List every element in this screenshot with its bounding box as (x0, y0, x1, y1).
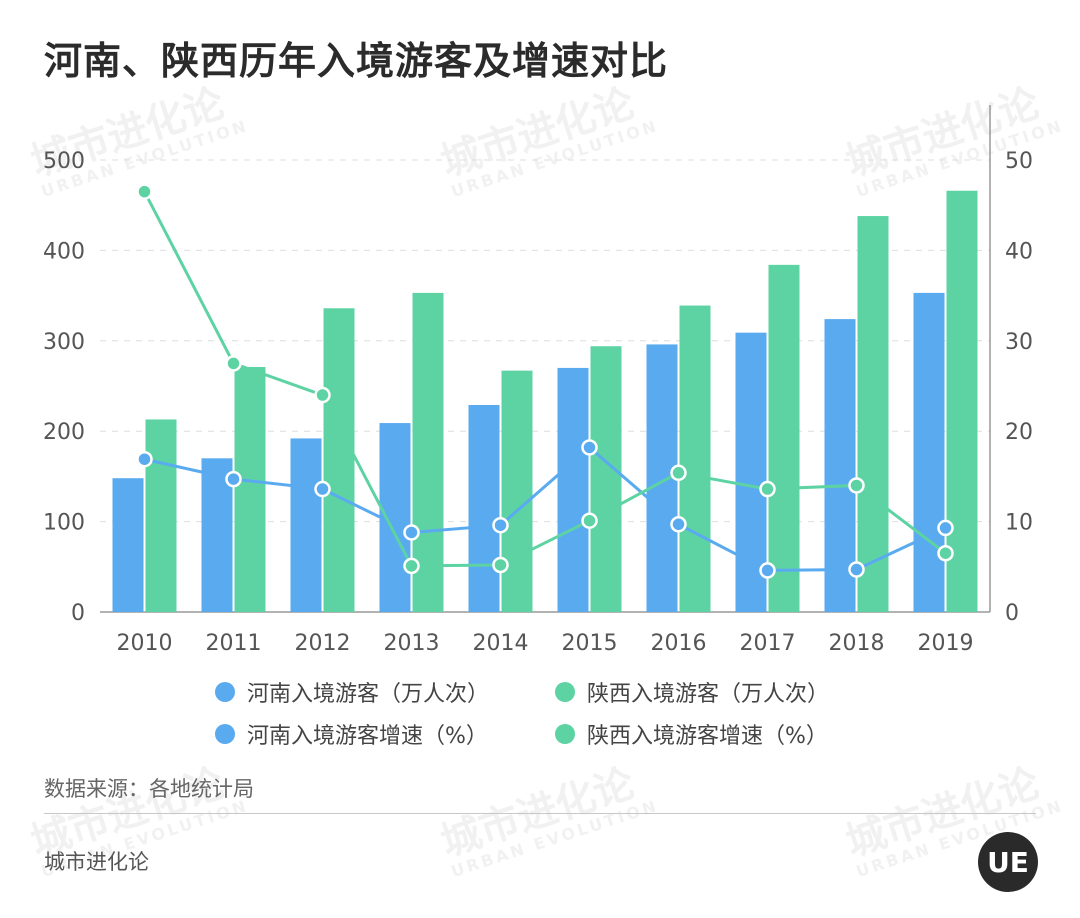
x-tick-label: 2012 (295, 631, 351, 656)
bar-shaanxi (145, 419, 177, 612)
bar-shaanxi (768, 264, 800, 612)
point-shaanxi-growth (136, 183, 153, 200)
point-henan-growth (759, 562, 776, 579)
legend-dot-icon (215, 682, 235, 702)
point-shaanxi-growth (670, 464, 687, 482)
right-tick-label: 40 (1005, 239, 1033, 264)
left-tick-label: 200 (43, 420, 85, 445)
point-henan-growth (937, 519, 954, 537)
point-shaanxi-growth (225, 355, 242, 372)
point-henan-growth (225, 470, 242, 488)
bar-henan (112, 478, 144, 612)
left-tick-label: 300 (43, 330, 85, 355)
x-tick-label: 2015 (562, 631, 618, 656)
bar-shaanxi (412, 292, 444, 612)
right-tick-label: 20 (1005, 420, 1033, 445)
legend-item-shaanxi-growth[interactable]: 陕西入境游客增速（%） (555, 718, 875, 750)
legend-item-shaanxi-visitors[interactable]: 陕西入境游客（万人次） (555, 676, 875, 708)
bar-shaanxi (857, 216, 889, 612)
watermark: 城市进化论 URBAN EVOLUTION (435, 760, 661, 882)
legend-label: 陕西入境游客（万人次） (587, 682, 830, 707)
bar-shaanxi (234, 367, 266, 612)
point-henan-growth (670, 516, 687, 533)
legend-label: 河南入境游客（万人次） (247, 682, 490, 707)
divider (44, 813, 1036, 814)
bar-henan (290, 438, 322, 612)
line-shaanxi-growth (143, 190, 947, 568)
bar-henan (468, 404, 500, 612)
line-henan-growth (144, 445, 947, 572)
legend-dot-icon (555, 682, 575, 702)
right-tick-label: 50 (1005, 149, 1033, 174)
right-tick-label: 10 (1005, 511, 1033, 536)
bar-shaanxi (679, 305, 711, 612)
x-tick-label: 2013 (384, 631, 440, 656)
left-tick-label: 100 (43, 511, 85, 536)
point-henan-growth (136, 450, 153, 468)
x-tick-label: 2010 (117, 631, 173, 656)
right-tick-label: 30 (1005, 330, 1033, 355)
x-tick-label: 2019 (918, 631, 974, 656)
point-shaanxi-growth (759, 480, 776, 498)
brand-logo-icon: UE (978, 832, 1038, 892)
bar-henan (913, 292, 945, 612)
data-source: 数据来源：各地统计局 (44, 777, 254, 801)
right-tick-label: 0 (1005, 601, 1019, 626)
left-tick-label: 500 (43, 149, 85, 174)
x-tick-label: 2018 (829, 631, 885, 656)
bar-shaanxi (323, 308, 355, 612)
legend-label: 河南入境游客增速（%） (247, 724, 488, 749)
point-shaanxi-growth (492, 556, 509, 574)
footer-brand: 城市进化论 (44, 850, 149, 874)
bar-shaanxi (590, 346, 622, 612)
legend-label: 陕西入境游客增速（%） (587, 724, 828, 749)
bar-henan (557, 367, 589, 612)
legend-item-henan-growth[interactable]: 河南入境游客增速（%） (215, 718, 555, 750)
legend-dot-icon (555, 724, 575, 744)
point-shaanxi-growth (314, 386, 331, 404)
point-shaanxi-growth (848, 477, 865, 494)
point-henan-growth (403, 524, 420, 541)
legend-dot-icon (215, 724, 235, 744)
x-tick-label: 2017 (740, 631, 796, 656)
x-tick-label: 2011 (206, 631, 262, 656)
point-henan-growth (581, 439, 598, 456)
point-henan-growth (848, 561, 865, 578)
point-shaanxi-growth (581, 512, 598, 529)
x-tick-label: 2014 (473, 631, 529, 656)
x-tick-label: 2016 (651, 631, 707, 656)
legend-item-henan-visitors[interactable]: 河南入境游客（万人次） (215, 676, 555, 708)
legend: 河南入境游客（万人次） 陕西入境游客（万人次） 河南入境游客增速（%） 陕西入境… (215, 676, 875, 750)
point-henan-growth (314, 480, 331, 498)
point-henan-growth (492, 516, 509, 534)
bar-henan (824, 319, 856, 612)
point-shaanxi-growth (937, 544, 954, 562)
left-tick-label: 0 (71, 601, 85, 626)
chart-title: 河南、陕西历年入境游客及增速对比 (44, 39, 669, 83)
bar-shaanxi (501, 370, 533, 612)
bar-shaanxi (946, 190, 978, 612)
point-shaanxi-growth (403, 557, 420, 575)
chart: 0 100 200 300 400 500 0 10 20 30 40 50 2010 2011 2012 2… (43, 105, 1033, 656)
left-tick-label: 400 (43, 239, 85, 264)
